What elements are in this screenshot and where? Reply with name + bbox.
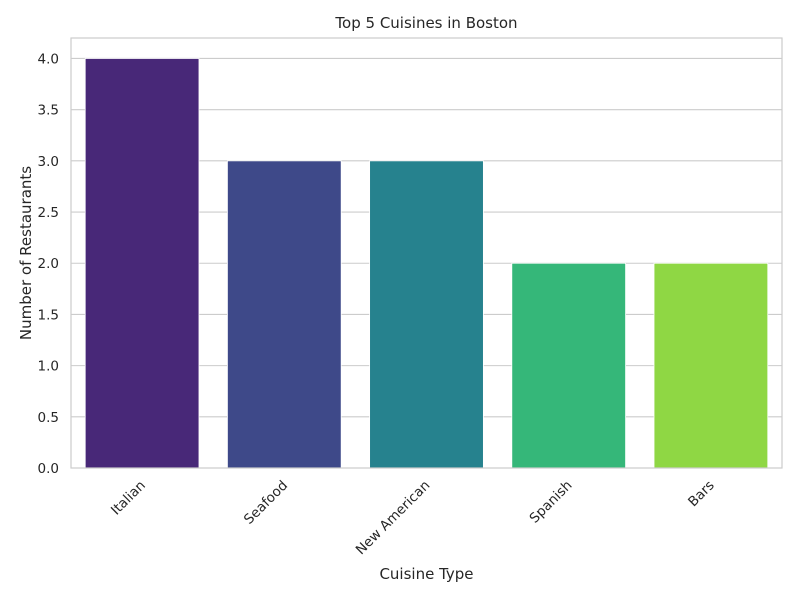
y-tick-label: 4.0: [38, 51, 59, 67]
y-tick-label: 3.0: [38, 154, 59, 170]
bar-new-american: [369, 160, 484, 469]
y-tick-label: 1.0: [38, 359, 59, 375]
x-tick-label: Spanish: [527, 478, 576, 527]
y-tick-label: 0.5: [38, 410, 59, 426]
x-tick-label: Bars: [685, 478, 718, 511]
y-axis-title: Number of Restaurants: [17, 166, 35, 340]
chart-title: Top 5 Cuisines in Boston: [334, 14, 517, 32]
x-tick-label: New American: [353, 478, 434, 559]
y-tick-label: 3.5: [38, 103, 59, 119]
y-tick-labels: 0.0 0.5 1.0 1.5 2.0 2.5 3.0 3.5 4.0: [38, 51, 59, 477]
plot-frame: [70, 37, 783, 469]
y-tick-label: 0.0: [38, 461, 59, 477]
bar-spanish: [511, 262, 626, 469]
x-axis-title: Cuisine Type: [379, 565, 473, 583]
bar-seafood: [227, 160, 342, 469]
bars: [84, 58, 769, 469]
x-tick-label: Seafood: [241, 478, 291, 528]
y-tick-label: 2.0: [38, 256, 59, 272]
y-tick-label: 2.5: [38, 205, 59, 221]
bar-italian: [84, 58, 200, 469]
x-tick-labels: Italian Seafood New American Spanish Bars: [108, 478, 718, 559]
bar-bars: [653, 262, 769, 469]
x-tick-label: Italian: [108, 478, 149, 519]
y-tick-label: 1.5: [38, 307, 59, 323]
